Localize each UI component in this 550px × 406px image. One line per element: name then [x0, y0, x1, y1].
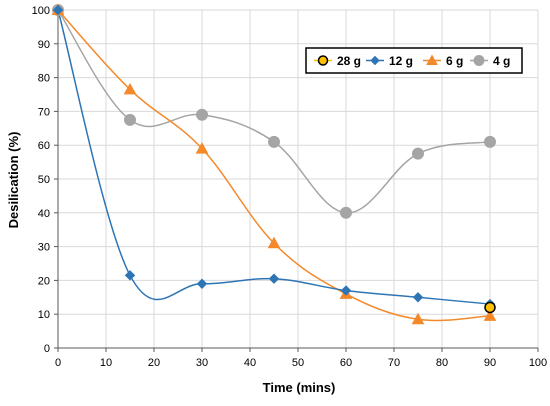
x-tick-label: 0: [55, 357, 61, 369]
y-tick-label: 10: [38, 309, 50, 321]
y-tick-label: 0: [44, 343, 50, 355]
x-tick-label: 70: [388, 357, 400, 369]
x-tick-label: 90: [484, 357, 496, 369]
data-points: [51, 3, 497, 325]
gridlines: [58, 9, 539, 348]
x-tick-label: 20: [148, 357, 160, 369]
legend-marker: [473, 55, 485, 66]
data-point-12g: [124, 270, 136, 281]
y-axis-title: Desilication (%): [6, 132, 21, 229]
data-point-12g: [340, 285, 352, 296]
legend-items: 28 g 12 g 6 g 4 g: [314, 54, 510, 68]
legend: 28 g 12 g 6 g 4 g: [305, 47, 523, 74]
y-tick-label: 20: [38, 275, 50, 287]
data-point-4g: [196, 108, 208, 121]
y-tick-label: 80: [38, 73, 50, 85]
data-point-4g: [484, 135, 496, 148]
data-point-12g: [412, 292, 424, 303]
x-tick-label: 30: [196, 357, 208, 369]
y-tick-label: 50: [38, 174, 50, 186]
x-tick-label: 50: [292, 357, 304, 369]
x-tick-label: 60: [340, 357, 352, 369]
y-tick-label: 40: [38, 208, 50, 220]
legend-marker: [370, 55, 380, 66]
data-point-4g: [124, 113, 136, 126]
x-tick-label: 40: [244, 357, 256, 369]
y-tick-label: 100: [32, 5, 50, 17]
y-tick-label: 60: [38, 140, 50, 152]
data-point-4g: [268, 135, 280, 148]
legend-label: 4 g: [493, 54, 510, 68]
data-point-28g: [484, 301, 496, 314]
data-point-6g: [267, 236, 281, 249]
x-tick-label: 100: [529, 357, 547, 369]
series-line-12g: [57, 9, 491, 305]
y-tick-label: 70: [38, 106, 50, 118]
tick-labels: 0 10 20 30 40 50 60 70 80 90 100 0 10 20 30 40 50 60 70 80 9…: [32, 5, 548, 369]
data-point-6g: [123, 82, 137, 95]
data-point-6g: [195, 142, 209, 154]
data-point-6g: [411, 312, 425, 325]
data-point-6g: [483, 309, 497, 321]
x-tick-label: 80: [436, 357, 448, 369]
legend-label: 6 g: [446, 54, 463, 68]
y-tick-label: 30: [38, 242, 50, 254]
legend-marker: [426, 54, 438, 65]
legend-label: 28 g: [337, 54, 361, 68]
data-point-12g: [196, 278, 208, 289]
x-axis-title: Time (mins): [263, 380, 336, 395]
data-point-12g: [268, 273, 280, 284]
x-tick-label: 10: [100, 357, 112, 369]
data-point-4g: [412, 147, 424, 160]
data-point-12g: [52, 4, 64, 16]
legend-marker: [317, 55, 329, 66]
data-point-4g: [340, 206, 352, 219]
y-tick-label: 90: [38, 39, 50, 51]
axes: [54, 9, 539, 352]
legend-label: 12 g: [389, 54, 413, 68]
